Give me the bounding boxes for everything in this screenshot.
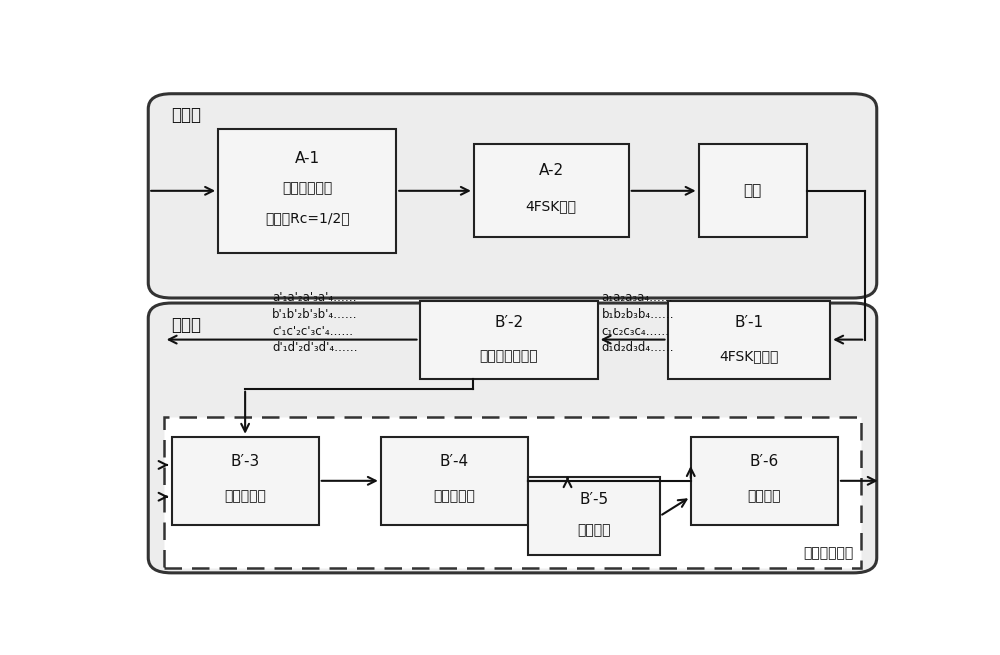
Bar — [474, 144, 629, 238]
Text: d'₁d'₂d'₃d'₄……: d'₁d'₂d'₃d'₄…… — [272, 341, 358, 354]
Bar — [172, 437, 319, 525]
Text: A-1: A-1 — [295, 151, 320, 166]
Text: c₁c₂c₃c₄……: c₁c₂c₃c₄…… — [602, 325, 670, 338]
FancyBboxPatch shape — [148, 94, 877, 298]
Text: a'₁a'₂a'₃a'₄……: a'₁a'₂a'₃a'₄…… — [272, 291, 357, 305]
Text: 加运算过程: 加运算过程 — [224, 489, 266, 503]
Text: B′-6: B′-6 — [750, 454, 779, 469]
Text: d₁d₂d₃d₄……: d₁d₂d₃d₄…… — [602, 341, 674, 354]
Text: 维特比译码器: 维特比译码器 — [803, 546, 854, 560]
Bar — [528, 477, 660, 555]
Text: b₁b₂b₃b₄……: b₁b₂b₃b₄…… — [602, 308, 674, 321]
Text: 选取过程: 选取过程 — [577, 523, 611, 537]
Text: 比运算过程: 比运算过程 — [433, 489, 475, 503]
Text: B′-3: B′-3 — [230, 454, 260, 469]
Text: A-2: A-2 — [539, 163, 564, 178]
Bar — [691, 437, 838, 525]
Text: 信道: 信道 — [744, 183, 762, 198]
Text: B′-1: B′-1 — [734, 316, 763, 331]
Bar — [218, 129, 396, 253]
Bar — [668, 301, 830, 379]
Text: 4FSK调制: 4FSK调制 — [526, 199, 577, 213]
Text: 发送端: 发送端 — [172, 106, 202, 124]
Text: （码率Rc=1/2）: （码率Rc=1/2） — [265, 212, 349, 225]
Bar — [164, 417, 861, 568]
Text: B′-5: B′-5 — [579, 492, 608, 507]
Text: B′-2: B′-2 — [494, 316, 523, 331]
Bar — [698, 144, 807, 238]
Text: B′-4: B′-4 — [440, 454, 469, 469]
Bar — [420, 301, 598, 379]
FancyBboxPatch shape — [148, 303, 877, 573]
Bar — [381, 437, 528, 525]
Text: 接收端: 接收端 — [172, 316, 202, 333]
Text: b'₁b'₂b'₃b'₄……: b'₁b'₂b'₃b'₄…… — [272, 308, 358, 321]
Text: 多进制量化转换: 多进制量化转换 — [479, 349, 538, 364]
Text: a₁a₂a₃a₄……: a₁a₂a₃a₄…… — [602, 291, 673, 305]
Text: 卷积编码生成: 卷积编码生成 — [282, 181, 332, 195]
Text: 回溯过程: 回溯过程 — [748, 489, 781, 503]
Text: 4FSK软解调: 4FSK软解调 — [719, 349, 779, 364]
Text: c'₁c'₂c'₃c'₄……: c'₁c'₂c'₃c'₄…… — [272, 325, 353, 338]
